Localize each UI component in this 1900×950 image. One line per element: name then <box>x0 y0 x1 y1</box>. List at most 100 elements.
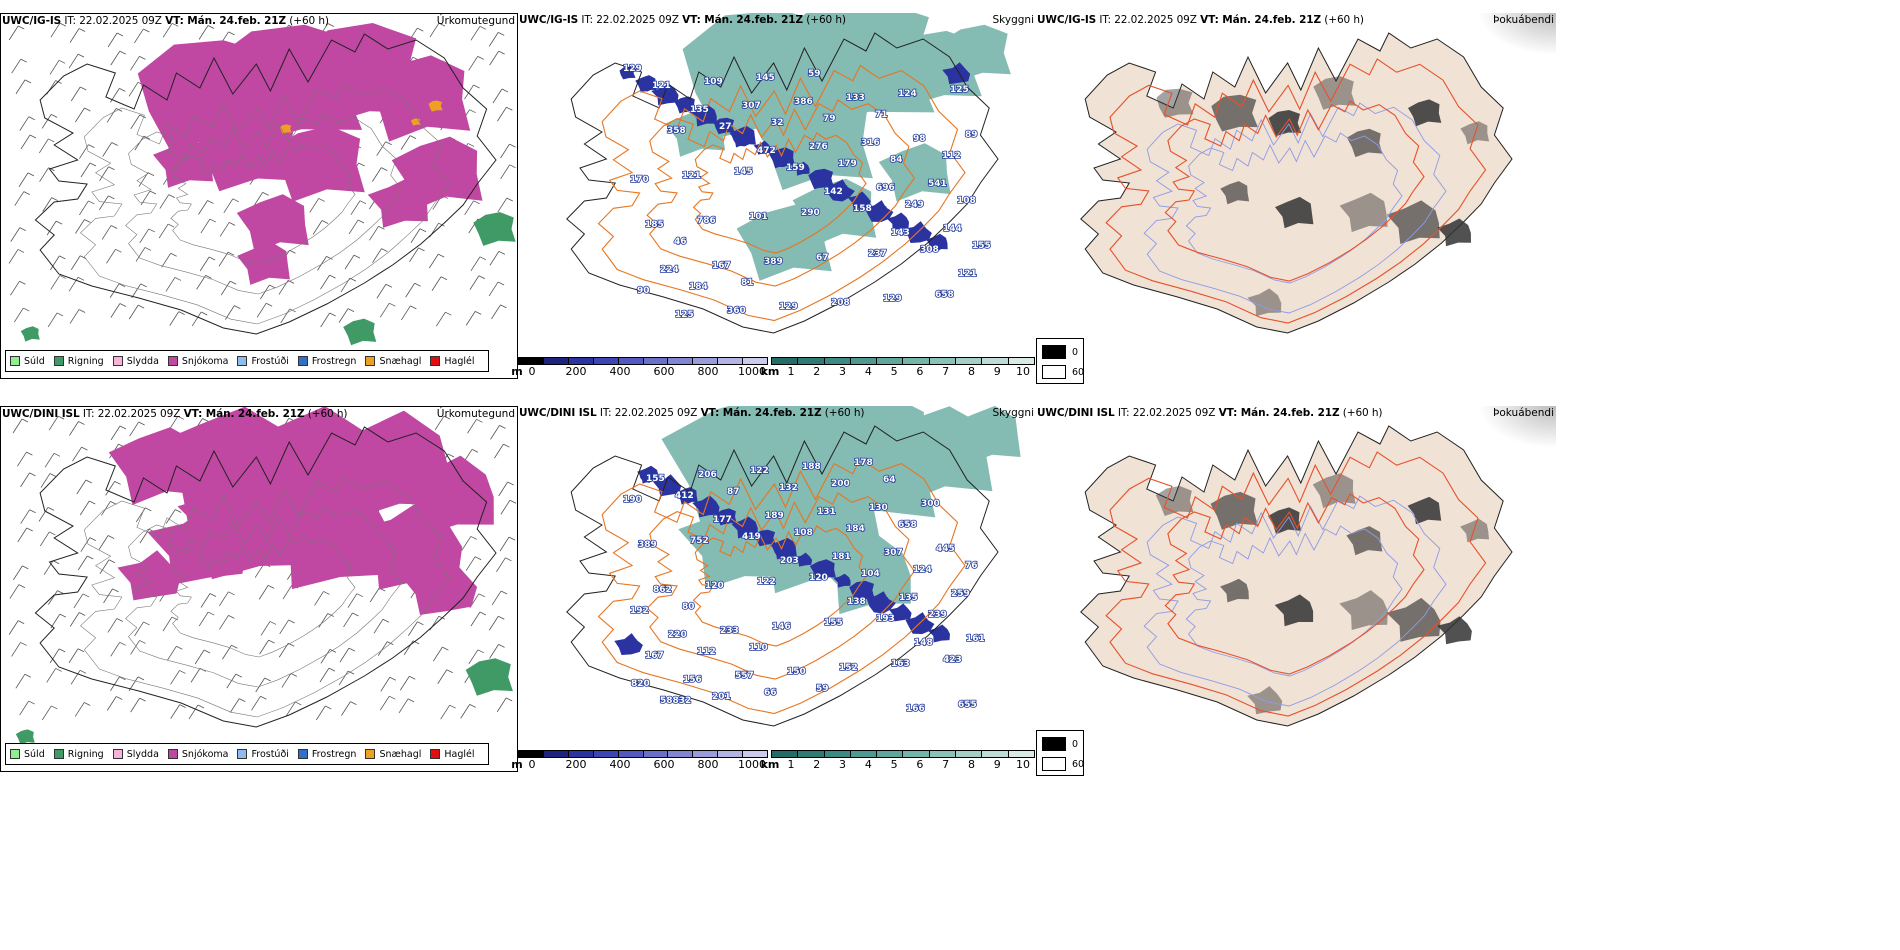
cloud-base-value: 239 <box>928 610 947 620</box>
colorbar-swatch <box>877 751 904 757</box>
cloud-base-value: 208 <box>831 298 850 308</box>
cloud-base-value: 159 <box>786 163 805 173</box>
precip-legend-item: Rigning <box>53 356 104 367</box>
road-network <box>597 64 966 322</box>
cloud-base-value: 146 <box>772 622 791 632</box>
cloud-base-value: 144 <box>943 224 962 234</box>
precip-legend-item: Súld <box>10 749 45 760</box>
colorbar-swatch <box>618 358 644 364</box>
cloud-base-value: 167 <box>645 651 664 661</box>
colorbar-tick-label: 1 <box>787 365 795 378</box>
coastline <box>34 33 497 335</box>
legend-swatch <box>10 749 20 759</box>
fog-map <box>1080 406 1556 727</box>
land <box>1080 425 1513 727</box>
coastline <box>566 425 999 727</box>
colorbar-swatch <box>956 751 983 757</box>
precip-legend-item: Rigning <box>53 749 104 760</box>
cloud-base-value: 104 <box>861 569 880 579</box>
colorbar-tick-label: 8 <box>967 758 975 771</box>
legend-swatch <box>430 749 441 759</box>
colorbar-tick-label: 200 <box>565 758 587 771</box>
rivers <box>1143 495 1447 707</box>
legend-swatch <box>1042 757 1066 771</box>
legend-swatch <box>53 356 64 366</box>
precip-legend: Súld Rigning Slydda Snjókoma Frostúði Frostre… <box>5 743 489 765</box>
legend-label: 60 <box>1072 366 1085 378</box>
colorbar-swatches <box>518 357 768 365</box>
legend-label: Snæhagl <box>379 748 422 760</box>
cloud-base-value: 179 <box>838 159 857 169</box>
cloud-base-value: 59 <box>808 69 821 79</box>
colorbar-swatch <box>643 358 669 364</box>
colorbar-tick-label: 4 <box>864 758 872 771</box>
cloud-base-value: 148 <box>914 638 933 648</box>
cloud-base-value: 358 <box>667 126 686 136</box>
legend-swatch <box>430 356 441 366</box>
colorbar-tick-label: 3 <box>839 365 847 378</box>
peak-labels: 129 135 472 142 143 121 125 307 276 696 144 224 360 3… <box>622 63 991 321</box>
colorbar-tick-label: 2 <box>813 365 821 378</box>
cloud-base-value: 152 <box>839 663 858 673</box>
panel-title: UWC/DINI ISL IT: 22.02.2025 09Z VT: Mán.… <box>2 408 348 420</box>
cloud-base-value: 307 <box>884 548 903 558</box>
colorbar-swatch <box>668 751 694 757</box>
cloud-base-value: 27 <box>719 122 732 132</box>
cloud-base-value: 155 <box>646 474 665 484</box>
legend-label: Snjókoma <box>181 748 229 760</box>
colorbar-tick-label: 3 <box>839 758 847 771</box>
legend-swatch <box>297 356 308 366</box>
colorbar-swatch <box>772 751 799 757</box>
cloud-base-value: 46 <box>674 237 687 247</box>
colorbar-tick-label: 400 <box>609 365 631 378</box>
precip-type-panel-dini: UWC/DINI ISL IT: 22.02.2025 09Z VT: Mán.… <box>0 406 518 772</box>
colorbar-swatches <box>771 357 1035 365</box>
terrain-contours <box>80 476 450 718</box>
cloud-base-value: 76 <box>965 561 978 571</box>
cloud-base-value: 155 <box>972 241 991 251</box>
panel-name: Þokuábendi <box>1493 14 1554 26</box>
cloud-base-value: 121 <box>958 269 977 279</box>
colorbar-swatch <box>568 751 594 757</box>
fog-legend-item: 0 <box>1042 737 1078 751</box>
fog-legend-item: 60 <box>1042 365 1084 379</box>
cloud-base-value: 220 <box>668 630 687 640</box>
colorbar-swatches <box>518 750 768 758</box>
colorbar-swatch <box>743 751 768 757</box>
colorbar-tick-label: 6 <box>916 758 924 771</box>
cloud-base-value: 170 <box>630 175 649 185</box>
colorbar-tick-label: 5 <box>890 365 898 378</box>
precip-legend-item: Frostúði <box>237 749 289 760</box>
legend-label: Snæhagl <box>379 355 422 367</box>
terrain-contours <box>80 83 450 325</box>
cloud-base-value: 158 <box>853 204 872 214</box>
cloud-base-value: 290 <box>801 208 820 218</box>
cloud-map: 155 177 203 138 148 820 206 189 181 135 161 156 122 1… <box>566 406 1021 727</box>
colorbar-swatch <box>824 751 851 757</box>
cloud-base-value: 201 <box>712 692 731 702</box>
cloud-base-value: 184 <box>689 282 708 292</box>
cloud-base-value: 145 <box>734 167 753 177</box>
cloud-base-value: 129 <box>623 64 642 74</box>
colorbar-swatch <box>982 751 1009 757</box>
cloud-base-value: 138 <box>847 597 866 607</box>
precip-legend-item: Frostúði <box>237 356 289 367</box>
legend-swatch <box>167 749 178 759</box>
cloud-base-value: 125 <box>950 85 969 95</box>
legend-label: Haglél <box>444 355 475 367</box>
precip-legend-item: Slydda <box>112 748 159 760</box>
cloud-base-value: 58832 <box>660 696 691 706</box>
colorbar-tick-label: 10 <box>1016 365 1030 378</box>
cloud-base-value: 71 <box>875 110 888 120</box>
cloud-base-value: 389 <box>638 540 657 550</box>
panel-title: UWC/DINI ISL IT: 22.02.2025 09Z VT: Mán.… <box>519 407 865 419</box>
cloud-base-value: 419 <box>742 532 761 542</box>
colorbar-swatch <box>982 358 1009 364</box>
rivers <box>1143 102 1447 314</box>
colorbar-swatch <box>643 751 669 757</box>
colorbar-swatch <box>850 358 878 364</box>
rain-area <box>15 658 513 745</box>
cloud-base-value: 166 <box>906 704 925 714</box>
colorbar-swatch <box>929 358 957 364</box>
legend-label: Slydda <box>126 748 159 760</box>
